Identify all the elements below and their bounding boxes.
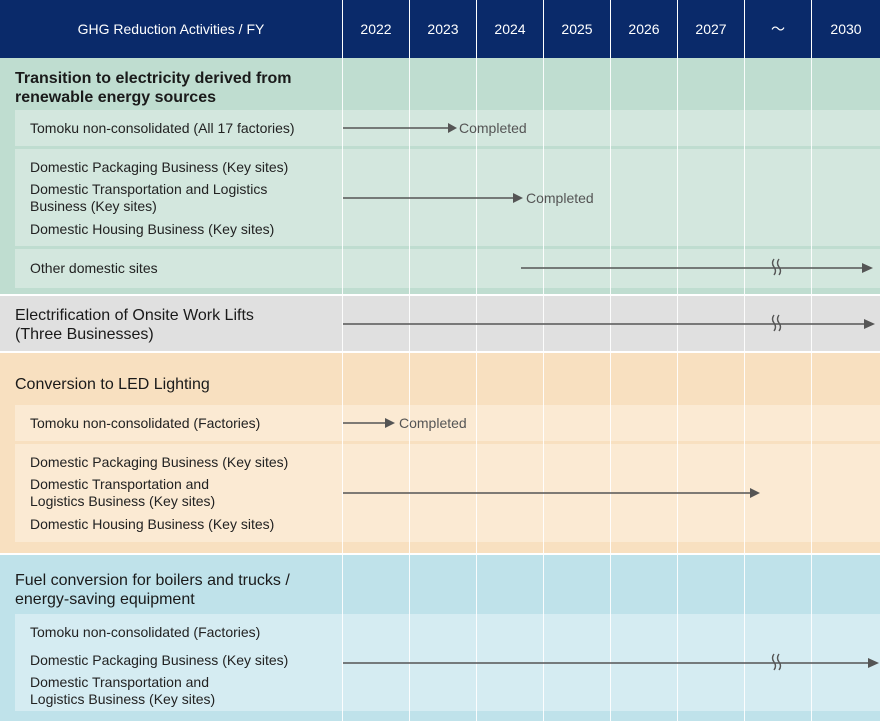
grid-line	[409, 0, 410, 721]
row-label: Logistics Business (Key sites)	[30, 493, 216, 509]
arrowhead	[448, 123, 457, 133]
grid-line	[677, 0, 678, 721]
grid-line	[476, 0, 477, 721]
arrowhead	[862, 263, 873, 273]
grid-line	[543, 0, 544, 721]
break-mark	[771, 653, 782, 671]
row-label: Domestic Packaging Business (Key sites)	[30, 652, 289, 668]
row-label: Logistics Business (Key sites)	[30, 691, 216, 707]
header-year-2023: 2023	[410, 0, 476, 58]
header-year-2025: 2025	[544, 0, 610, 58]
header-title: GHG Reduction Activities / FY	[0, 0, 342, 58]
section-title-lifts: Electrification of Onsite Work Lifts (Th…	[15, 307, 254, 343]
row-label: Tomoku non-consolidated (Factories)	[30, 624, 261, 640]
arrowhead	[750, 488, 760, 498]
grid-line	[811, 0, 812, 721]
header-year-2027: 2027	[678, 0, 744, 58]
completed-label: Completed	[459, 120, 527, 136]
section-title-fuel: Fuel conversion for boilers and trucks /…	[15, 572, 290, 608]
row-label: Domestic Housing Business (Key sites)	[30, 221, 275, 237]
row-bg-led-1	[15, 405, 880, 441]
completed-label: Completed	[526, 190, 594, 206]
break-mark	[771, 314, 782, 332]
row-label: Domestic Transportation and	[30, 476, 209, 492]
row-label: Domestic Transportation and Logistics	[30, 181, 268, 197]
arrowhead	[513, 193, 523, 203]
row-label: Domestic Housing Business (Key sites)	[30, 516, 275, 532]
header-year-2026: 2026	[611, 0, 677, 58]
grid-line	[744, 0, 745, 721]
grid-line	[342, 0, 343, 721]
break-mark	[771, 258, 782, 276]
row-label: Domestic Packaging Business (Key sites)	[30, 159, 289, 175]
header-year-2030: 2030	[812, 0, 880, 58]
section-title-renewable: Transition to electricity derived from r…	[15, 70, 292, 106]
row-label: Other domestic sites	[30, 260, 158, 276]
grid-line	[610, 0, 611, 721]
header-year-2022: 2022	[343, 0, 409, 58]
arrowhead	[864, 319, 875, 329]
row-label: Tomoku non-consolidated (All 17 factorie…	[30, 120, 295, 136]
arrowhead	[385, 418, 395, 428]
header-year-2024: 2024	[477, 0, 543, 58]
section-title-led: Conversion to LED Lighting	[15, 376, 210, 393]
row-label: Domestic Packaging Business (Key sites)	[30, 454, 289, 470]
row-label: Business (Key sites)	[30, 198, 157, 214]
row-label: Tomoku non-consolidated (Factories)	[30, 415, 261, 431]
row-label: Domestic Transportation and	[30, 674, 209, 690]
header-year-tilde: ～	[745, 0, 811, 58]
arrowhead	[868, 658, 879, 668]
completed-label: Completed	[399, 415, 467, 431]
